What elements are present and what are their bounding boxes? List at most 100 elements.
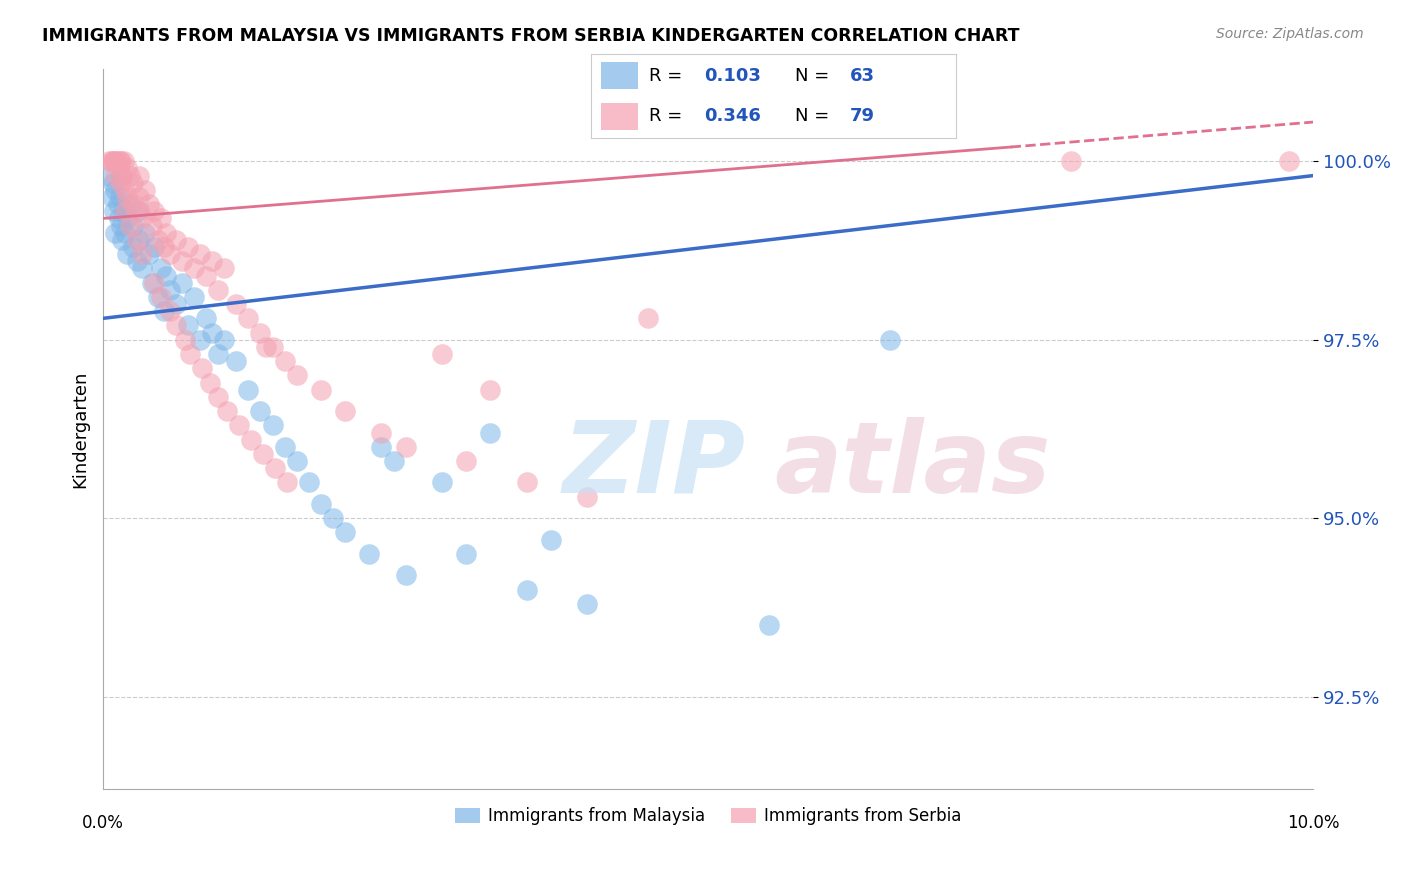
Point [122,197,145,211]
Point [309,383,332,397]
Point [122,240,145,254]
Point [150,261,173,276]
Point [183,290,205,304]
Point [370,425,392,440]
Point [117,247,139,261]
Point [112,154,135,169]
Point [150,211,173,226]
Point [111,169,134,183]
Point [100,190,122,204]
Point [141,276,163,290]
Point [249,404,271,418]
Point [212,261,235,276]
Text: N =: N = [796,67,835,85]
Point [212,333,235,347]
Point [114,226,136,240]
Point [333,404,356,418]
Point [285,454,308,468]
Y-axis label: Kindergarten: Kindergarten [72,370,89,488]
Text: ZIP: ZIP [562,417,747,514]
Point [479,383,502,397]
Point [142,276,165,290]
Point [108,161,131,176]
Point [100,154,122,169]
Point [108,190,131,204]
Point [155,268,177,283]
Point [107,197,129,211]
Point [108,154,131,169]
Point [104,226,127,240]
Point [112,204,135,219]
Point [298,475,321,490]
Point [207,283,229,297]
Point [101,154,124,169]
Point [131,247,153,261]
Point [215,404,238,418]
Text: Source: ZipAtlas.com: Source: ZipAtlas.com [1216,27,1364,41]
Point [122,219,145,233]
Point [146,233,169,247]
Point [159,304,181,318]
Point [125,254,148,268]
Point [516,582,538,597]
Point [456,454,478,468]
Point [333,525,356,540]
Point [195,311,218,326]
Point [198,376,221,390]
Point [228,418,250,433]
Point [117,161,139,176]
Point [128,204,150,219]
Point [104,169,127,183]
Point [273,354,295,368]
Point [382,454,405,468]
Text: 79: 79 [851,107,875,125]
Point [207,347,229,361]
Point [165,297,187,311]
Legend: Immigrants from Malaysia, Immigrants from Serbia: Immigrants from Malaysia, Immigrants fro… [449,800,967,831]
Point [1060,154,1083,169]
Text: 0.103: 0.103 [704,67,761,85]
Point [131,261,153,276]
Point [165,233,187,247]
Point [576,597,599,611]
Point [183,261,205,276]
Point [104,183,127,197]
Point [118,219,141,233]
Text: 0.346: 0.346 [704,107,761,125]
Point [114,183,136,197]
Point [152,304,174,318]
Point [125,233,148,247]
Point [110,154,132,169]
Bar [602,62,638,89]
Point [111,233,134,247]
Point [177,240,200,254]
Point [152,240,174,254]
Point [155,226,177,240]
Point [262,340,284,354]
Point [101,176,124,190]
Text: atlas: atlas [775,417,1052,514]
Point [118,197,141,211]
Point [430,347,453,361]
Point [98,154,121,169]
Point [110,169,132,183]
Point [114,204,136,219]
Point [309,497,332,511]
Point [128,190,150,204]
Point [225,354,247,368]
Point [125,204,148,219]
Point [207,390,229,404]
Point [262,418,284,433]
Point [456,547,478,561]
Point [103,204,125,219]
Point [195,268,218,283]
Point [370,440,392,454]
Point [238,311,260,326]
Point [188,247,211,261]
Point [191,361,214,376]
Point [249,326,271,340]
Point [879,333,901,347]
Point [141,219,163,233]
Point [117,190,139,204]
Point [142,204,165,219]
